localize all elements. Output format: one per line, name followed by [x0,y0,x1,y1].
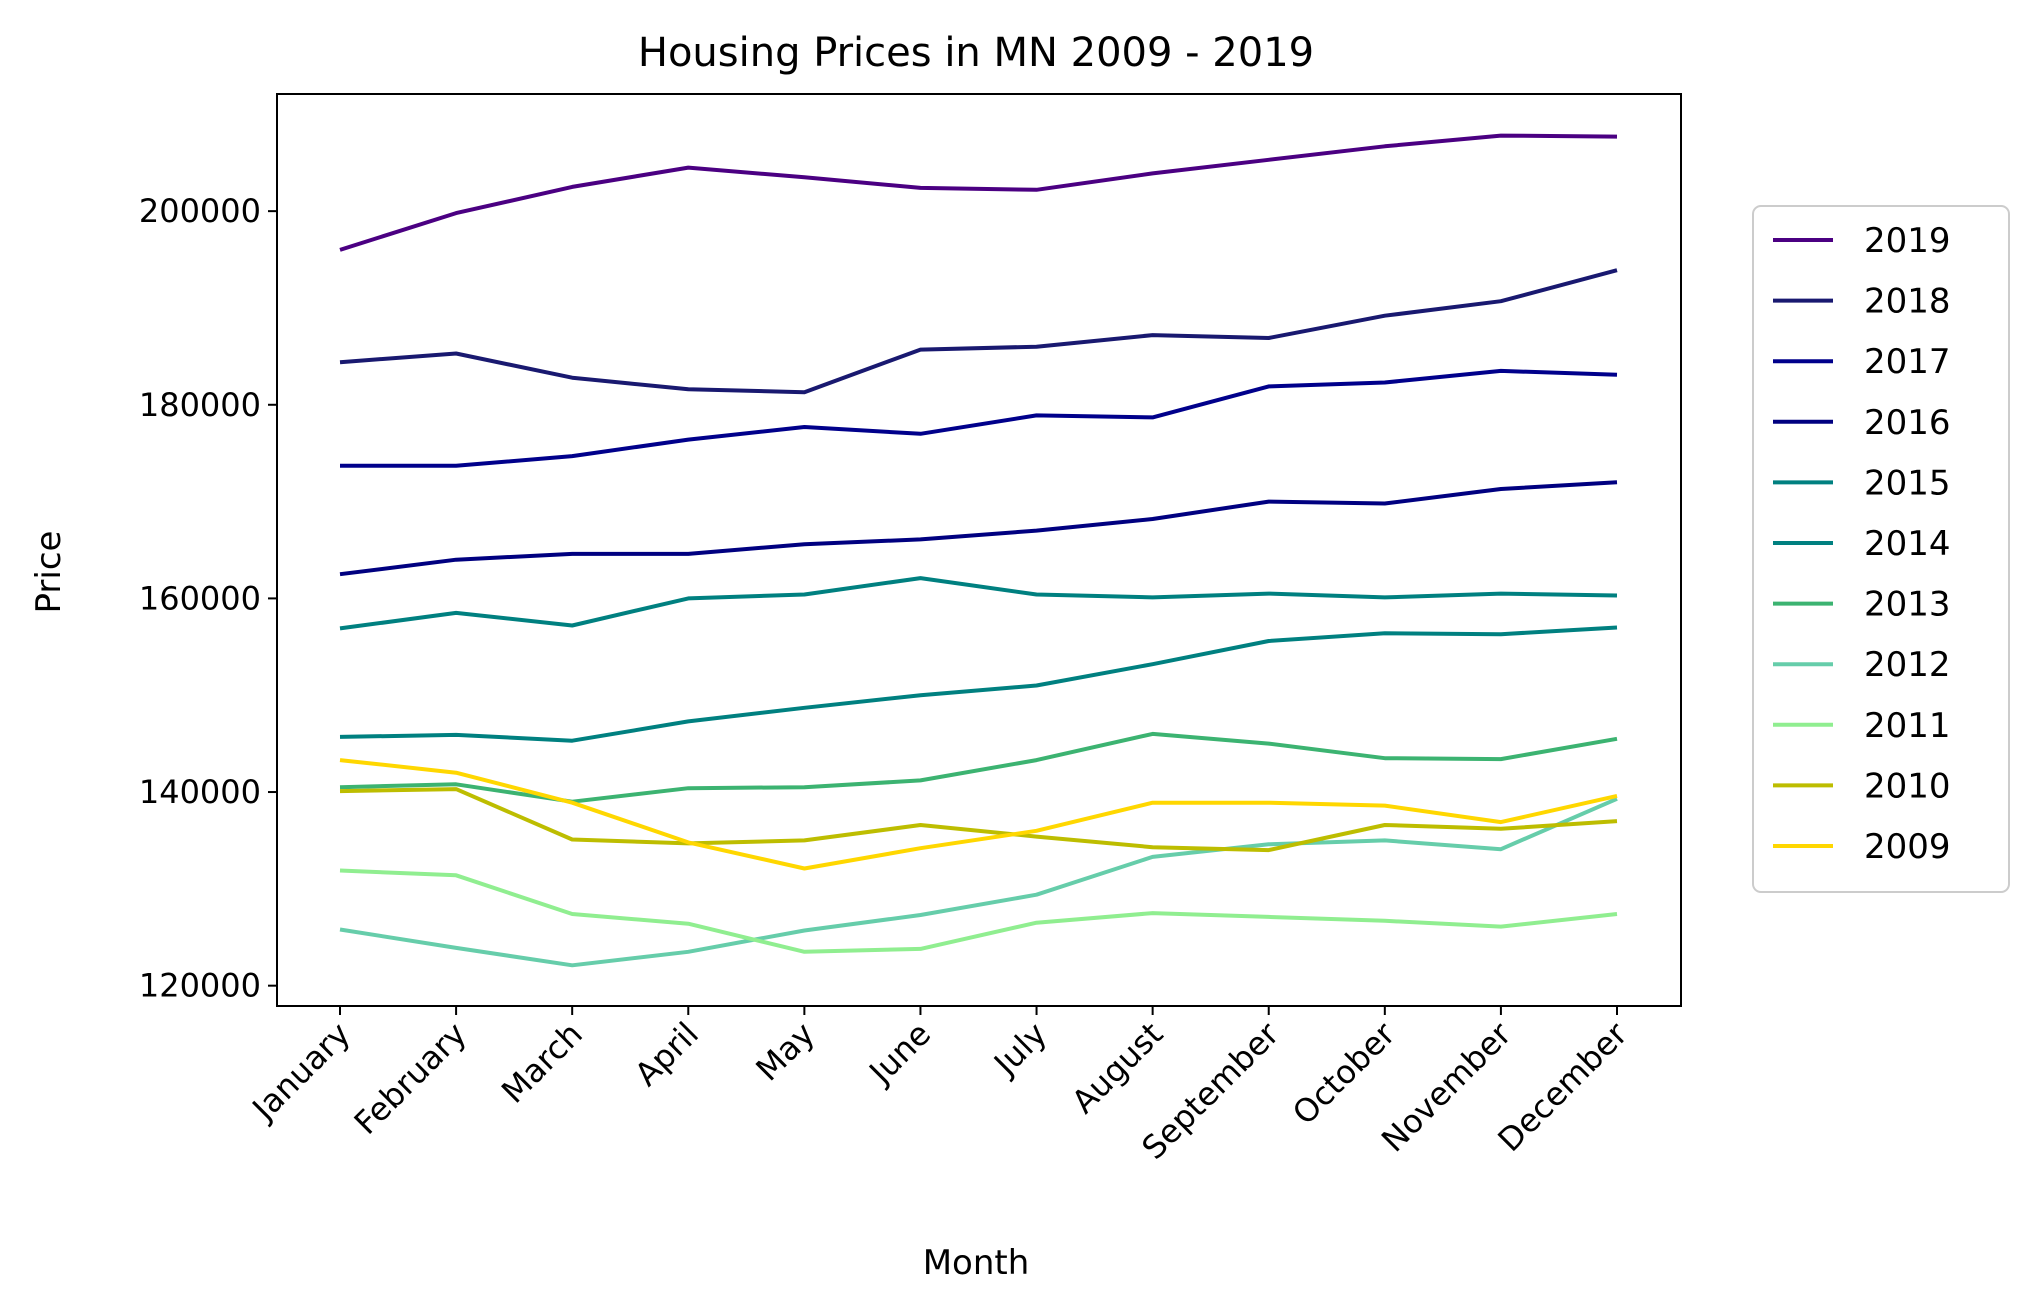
y-tick-label: 160000 [139,579,261,617]
legend-label: 2010 [1864,766,1951,806]
x-tick-label: April [627,1015,706,1094]
legend-item-2017: 2017 [1773,342,1951,382]
legend: 2019 2018 2017 2016 2015 2014 2013 2012 2011 2010… [1752,205,2010,893]
y-tick-label: 200000 [139,192,261,230]
legend-item-2018: 2018 [1773,282,1951,322]
x-tick-label: August [1064,1015,1170,1121]
legend-label: 2014 [1864,524,1951,564]
series-line-2015 [339,576,1618,631]
series-line-2018 [339,268,1618,395]
legend-label: 2019 [1864,221,1951,261]
legend-box [1752,205,2010,893]
y-tick-label: 140000 [139,773,261,811]
series-line-2014 [339,625,1618,743]
legend-label: 2011 [1864,706,1951,746]
legend-label: 2016 [1864,403,1951,443]
series-line-2011 [339,868,1618,954]
series-line-2016 [339,480,1618,577]
x-tick-label: February [347,1015,474,1142]
x-tick-label: January [244,1015,358,1129]
legend-label: 2017 [1864,342,1951,382]
legend-label: 2012 [1864,645,1951,685]
x-tick-label: June [861,1015,939,1093]
plot-lines [339,133,1618,968]
series-line-2019 [339,133,1618,252]
x-axis-title: Month [923,1243,1030,1283]
y-tick-label: 120000 [139,967,261,1005]
x-tick-label: March [494,1015,590,1111]
x-tick-label: July [985,1015,1054,1084]
legend-label: 2009 [1864,827,1951,867]
series-line-2010 [339,787,1618,853]
y-axis-title: Price [29,531,69,614]
y-tick-label: 180000 [139,386,261,424]
series-line-2017 [340,368,1618,468]
x-tick-label: October [1285,1014,1403,1132]
plot-frame [276,93,1682,1007]
legend-item-2014: 2014 [1773,524,1951,564]
legend-label: 2018 [1864,282,1951,322]
legend-label: 2015 [1864,463,1951,503]
legend-item-2013: 2013 [1773,585,1951,625]
chart-title: Housing Prices in MN 2009 - 2019 [638,30,1314,76]
series-line-2009 [339,758,1618,871]
series-line-2012 [339,796,1618,968]
legend-item-2011: 2011 [1773,706,1951,746]
legend-item-2015: 2015 [1773,463,1951,503]
legend-item-2009: 2009 [1773,827,1951,867]
legend-item-2010: 2010 [1773,766,1951,806]
legend-item-2012: 2012 [1773,645,1951,685]
y-axis: 120000 140000 160000 180000 200000 [139,192,277,1005]
x-tick-label: May [748,1015,822,1089]
legend-item-2016: 2016 [1773,403,1951,443]
legend-label: 2013 [1864,585,1951,625]
legend-item-2019: 2019 [1773,221,1951,261]
